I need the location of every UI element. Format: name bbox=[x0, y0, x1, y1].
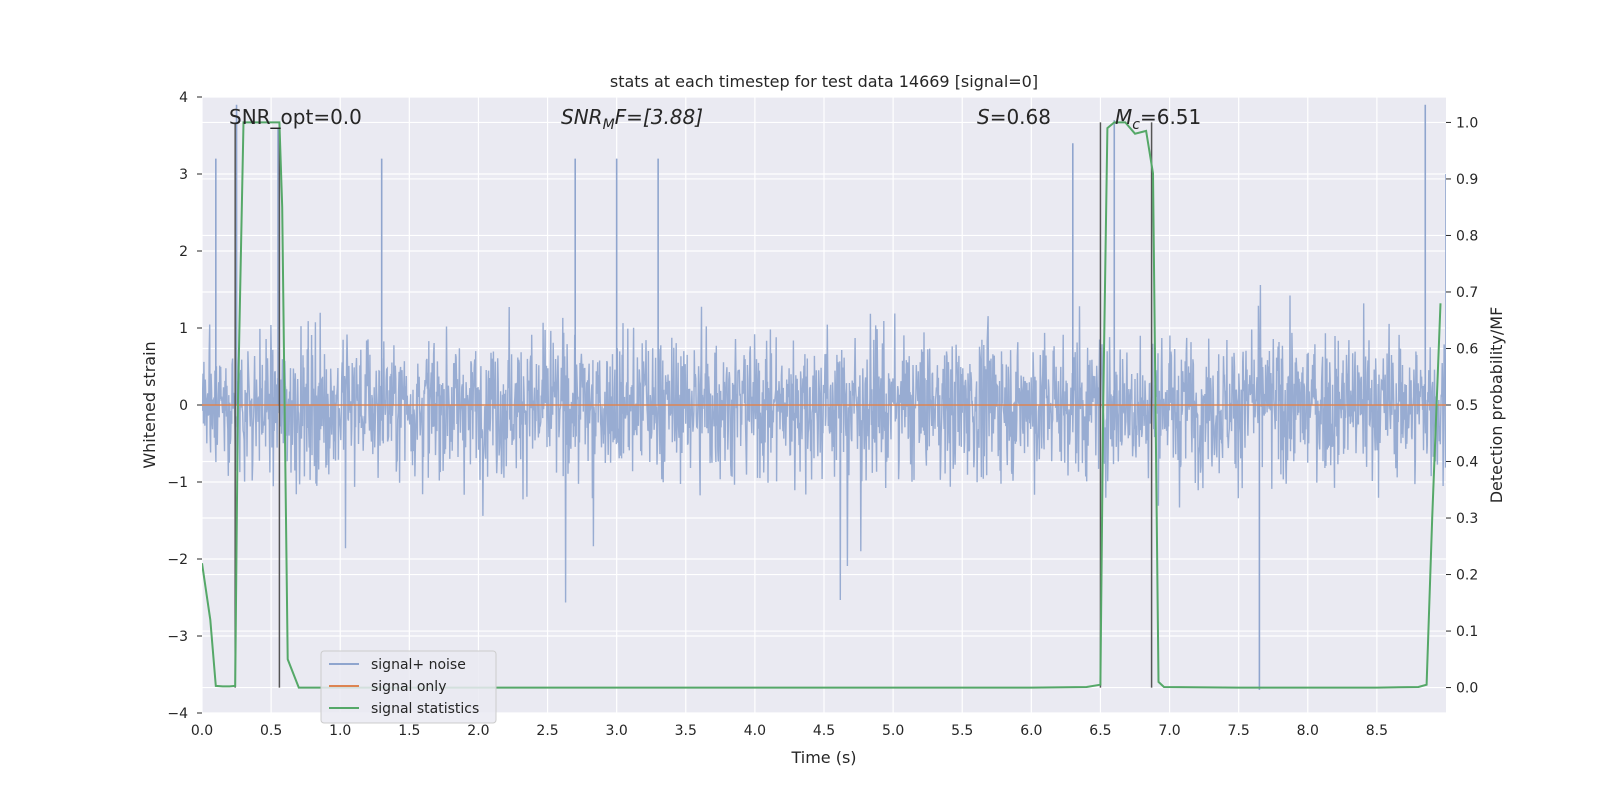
y-tick-label-right: 0.5 bbox=[1456, 398, 1478, 414]
y-tick-label-right: 0.8 bbox=[1456, 228, 1478, 244]
x-tick-label: 0.0 bbox=[191, 723, 213, 739]
y-tick-label-left: −2 bbox=[167, 552, 188, 568]
y-axis-label-right: Detection probability/MF bbox=[1487, 307, 1506, 504]
y-tick-label-left: −1 bbox=[167, 475, 188, 491]
y-tick-label-left: −3 bbox=[167, 629, 188, 645]
annotation-snr-mf-value: F=[3.88] bbox=[615, 105, 703, 129]
x-tick-label: 7.5 bbox=[1228, 723, 1250, 739]
y-tick-label-left: 4 bbox=[179, 90, 188, 106]
x-tick-label: 4.5 bbox=[813, 723, 835, 739]
x-tick-label: 5.5 bbox=[951, 723, 973, 739]
stat-layer bbox=[202, 121, 1442, 689]
y-tick-label-right: 0.3 bbox=[1456, 511, 1478, 527]
y-tick-label-left: 1 bbox=[179, 321, 188, 337]
x-tick-label: 3.0 bbox=[606, 723, 628, 739]
annotation-mc-sub: c bbox=[1132, 117, 1140, 133]
y-tick-label-right: 0.6 bbox=[1456, 341, 1478, 357]
annotation-mc-symbol: M bbox=[1115, 105, 1132, 129]
x-tick-label: 4.0 bbox=[744, 723, 766, 739]
legend-box bbox=[320, 650, 497, 724]
annotation-s-value: =0.68 bbox=[990, 105, 1051, 129]
series-signal-statistics-line bbox=[202, 121, 1442, 689]
y-tick-label-left: 0 bbox=[179, 398, 188, 414]
x-tick-label: 1.0 bbox=[329, 723, 351, 739]
x-tick-label: 1.5 bbox=[398, 723, 420, 739]
x-tick-label: 8.0 bbox=[1297, 723, 1319, 739]
y-tick-label-right: 1.0 bbox=[1456, 115, 1478, 131]
x-tick-label: 5.0 bbox=[882, 723, 904, 739]
annotation-mc-value: =6.51 bbox=[1140, 105, 1201, 129]
x-tick-label: 7.0 bbox=[1158, 723, 1180, 739]
y-tick-label-right: 0.4 bbox=[1456, 455, 1478, 471]
y-tick-labels-right: 1.0 0.9 0.8 0.7 0.6 0.5 0.4 0.3 0.2 0.1 0.0 bbox=[1446, 115, 1478, 697]
legend-label-signal-only: signal only bbox=[371, 679, 446, 695]
y-tick-label-right: 0.9 bbox=[1456, 172, 1478, 188]
chart-title: stats at each timestep for test data 146… bbox=[610, 72, 1038, 91]
annotation-s-symbol: S bbox=[977, 105, 990, 129]
y-tick-label-right: 0.7 bbox=[1456, 285, 1478, 301]
y-tick-label-left: −4 bbox=[167, 706, 188, 722]
y-tick-label-right: 0.2 bbox=[1456, 568, 1478, 584]
y-tick-labels-left: 4 3 2 1 0 −1 −2 −3 −4 bbox=[167, 90, 202, 722]
y-tick-label-right: 0.1 bbox=[1456, 624, 1478, 640]
annotation-mc: Mc=6.51 bbox=[1115, 105, 1201, 133]
x-tick-label: 0.5 bbox=[260, 723, 282, 739]
x-tick-labels: 0.0 0.5 1.0 1.5 2.0 2.5 3.0 3.5 4.0 4.5 5.0 5.5 6.0 6… bbox=[191, 723, 1388, 739]
x-tick-label: 3.5 bbox=[675, 723, 697, 739]
series-layer bbox=[202, 104, 1446, 690]
y-tick-label-right: 0.0 bbox=[1456, 681, 1478, 697]
x-axis-label: Time (s) bbox=[790, 748, 856, 767]
annotation-snr-mf: SNRMF=[3.88] bbox=[561, 105, 703, 133]
annotation-snr-mf-symbol: SNR bbox=[561, 105, 603, 129]
y-tick-label-left: 2 bbox=[179, 244, 188, 260]
x-tick-label: 6.0 bbox=[1020, 723, 1042, 739]
annotation-snr-mf-sub: M bbox=[603, 117, 615, 133]
annotation-snr-opt: SNR_opt=0.0 bbox=[229, 105, 362, 129]
x-tick-label: 6.5 bbox=[1089, 723, 1111, 739]
x-tick-label: 8.5 bbox=[1366, 723, 1388, 739]
y-tick-label-left: 3 bbox=[179, 167, 188, 183]
legend-label-signal-noise: signal+ noise bbox=[371, 657, 466, 673]
series-signal-noise-line bbox=[202, 284, 1446, 603]
x-tick-label: 2.5 bbox=[536, 723, 558, 739]
annotation-s: S=0.68 bbox=[977, 105, 1051, 129]
x-tick-label: 2.0 bbox=[467, 723, 489, 739]
y-axis-label-left: Whitened strain bbox=[140, 341, 159, 468]
legend: signal+ noise signal only signal statist… bbox=[320, 650, 497, 724]
legend-label-signal-statistics: signal statistics bbox=[371, 701, 479, 717]
